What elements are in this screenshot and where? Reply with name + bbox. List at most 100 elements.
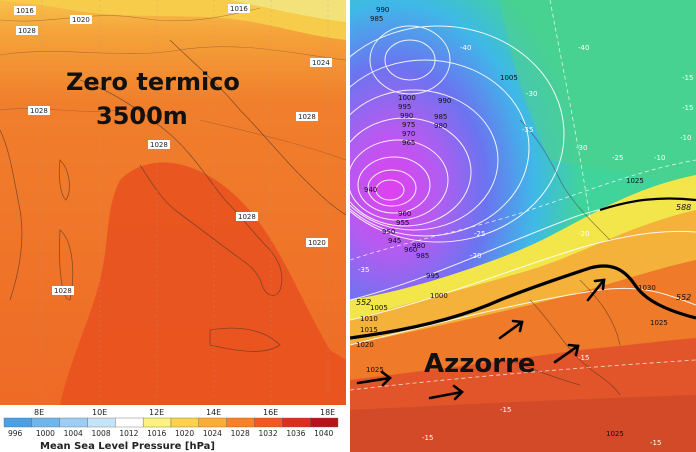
colorbar-swatch: [198, 417, 227, 428]
isobar-label: 995: [398, 103, 411, 111]
temp-label: -15: [422, 434, 433, 442]
colorbar-tick-label: 1012: [119, 429, 138, 438]
colorbar-tick-label: 1028: [231, 429, 250, 438]
isobar-label: 1016: [230, 5, 248, 13]
temp-label: -15: [500, 406, 511, 414]
isobar-label-group: 1016 1028 1024 1020 1016 1028 1028 1028 …: [14, 4, 332, 295]
colorbar-swatch: [142, 417, 172, 428]
colorbar-tick-label: 1004: [64, 429, 83, 438]
colorbar-tick-label: 1036: [286, 429, 305, 438]
temp-label: -10: [680, 134, 691, 142]
isobar-label: 1028: [30, 107, 48, 115]
geopotential-552-line: [350, 264, 696, 340]
temp-label: -40: [578, 44, 589, 52]
colorbar-tick-label: 1016: [147, 429, 166, 438]
colorbar-area: [0, 405, 346, 452]
colorbar-swatch: [254, 417, 283, 428]
isobar-label: 960: [398, 210, 411, 218]
lon-tick: 12E: [149, 408, 164, 417]
geopotential-588-line: [599, 197, 696, 212]
isobar-label: 990: [438, 97, 451, 105]
colorbar-tick-label: 1040: [314, 429, 333, 438]
colorbar-swatch: [170, 417, 200, 428]
temp-label: -35: [358, 266, 369, 274]
deep-red-band: [350, 395, 696, 452]
isobar-label: 955: [396, 219, 409, 227]
temp-label: -35: [522, 126, 533, 134]
temp-label: -15: [682, 74, 693, 82]
colorbar: [3, 417, 339, 428]
wind-arrows: [356, 278, 606, 401]
isobar-label: 1020: [356, 341, 374, 349]
right-map-svg: 990 985 1000 995 990 985 980 1005 990 97…: [350, 0, 696, 452]
temp-label: -15: [578, 354, 589, 362]
left-pressure-map: 1016 1028 1024 1020 1016 1028 1028 1028 …: [0, 0, 346, 452]
isobar-label: 1025: [366, 366, 384, 374]
temp-label: -40: [460, 44, 471, 52]
colorbar-swatch: [3, 417, 33, 428]
isobar-label: 965: [402, 139, 415, 147]
arrow-icon: [428, 384, 464, 401]
annotation-line-2: 3500m: [96, 102, 188, 130]
isobar-label: 1025: [606, 430, 624, 438]
isobar-label: 1024: [312, 59, 330, 67]
isobar-label: 950: [382, 228, 395, 236]
colorbar-swatch: [282, 417, 311, 428]
isobar-label: 1000: [430, 292, 448, 300]
azores-annotation: Azzorre: [424, 349, 536, 379]
isobar-label: 1028: [150, 141, 168, 149]
isobar-label: 1028: [54, 287, 72, 295]
lon-tick: 8E: [34, 408, 44, 417]
isobar-label: 1020: [308, 239, 326, 247]
colorbar-tick-label: 996: [8, 429, 23, 438]
green-region: [500, 0, 696, 190]
geopotential-label: 588: [676, 203, 691, 212]
isobar-label: 960: [404, 246, 417, 254]
colorbar-tick-label: 1000: [36, 429, 55, 438]
right-isobar-labels: 990 985 1000 995 990 985 980 1005 990 97…: [356, 6, 668, 438]
colorbar-tick-label: 1020: [175, 429, 194, 438]
isobar-label: 1000: [398, 94, 416, 102]
colorbar-swatch: [309, 417, 339, 428]
arrow-icon: [553, 343, 580, 364]
isobar-label: 1028: [238, 213, 256, 221]
isobar-label: 990: [376, 6, 389, 14]
isobar-label: 1005: [370, 304, 388, 312]
isobar-label: 1005: [500, 74, 518, 82]
temp-label: -30: [576, 144, 587, 152]
arrow-icon: [586, 278, 606, 302]
deep-high-region: [60, 162, 346, 405]
colorbar-tick-label: 1032: [259, 429, 278, 438]
isobar-label: 985: [416, 252, 429, 260]
colorbar-swatch: [31, 417, 60, 428]
isobar-label: 1025: [650, 319, 668, 327]
isobar-label: 975: [402, 121, 415, 129]
isobar-label: 1025: [626, 177, 644, 185]
left-map-svg: 1016 1028 1024 1020 1016 1028 1028 1028 …: [0, 0, 346, 452]
colorbar-swatch: [226, 417, 255, 428]
colorbar-swatch: [87, 417, 116, 428]
right-geopotential-map: 990 985 1000 995 990 985 980 1005 990 97…: [350, 0, 696, 452]
colorbar-swatch: [59, 417, 88, 428]
isobar-label: 985: [434, 113, 447, 121]
lon-tick: 10E: [92, 408, 107, 417]
yellow-band: [230, 0, 346, 22]
colorbar-ticks: 996 1000 1004 1008 1012 1016 1020 1024 1028 1032 1…: [8, 429, 333, 438]
colorbar-tick-label: 1008: [92, 429, 111, 438]
isobar-label: 1015: [360, 326, 378, 334]
isobar-label: 970: [402, 130, 415, 138]
temp-label: -15: [650, 439, 661, 447]
geopotential-label: 552: [676, 293, 691, 302]
isobar-label: 980: [412, 242, 425, 250]
colorbar-title: Mean Sea Level Pressure [hPa]: [40, 441, 215, 452]
panel-divider: [346, 0, 350, 452]
isobar-label: 1028: [298, 113, 316, 121]
lon-tick: 14E: [206, 408, 221, 417]
colorbar-swatch: [115, 417, 144, 428]
isobar-label: 985: [370, 15, 383, 23]
geopotential-label: 552: [356, 298, 371, 307]
temp-label: -30: [526, 90, 537, 98]
annotation-line-1: Zero termico: [66, 68, 240, 96]
temperature-labels: -40 -40 -35 -35 -30 -30 -25 -25 -20 -20 …: [358, 44, 693, 447]
isobar-label: 945: [388, 237, 401, 245]
